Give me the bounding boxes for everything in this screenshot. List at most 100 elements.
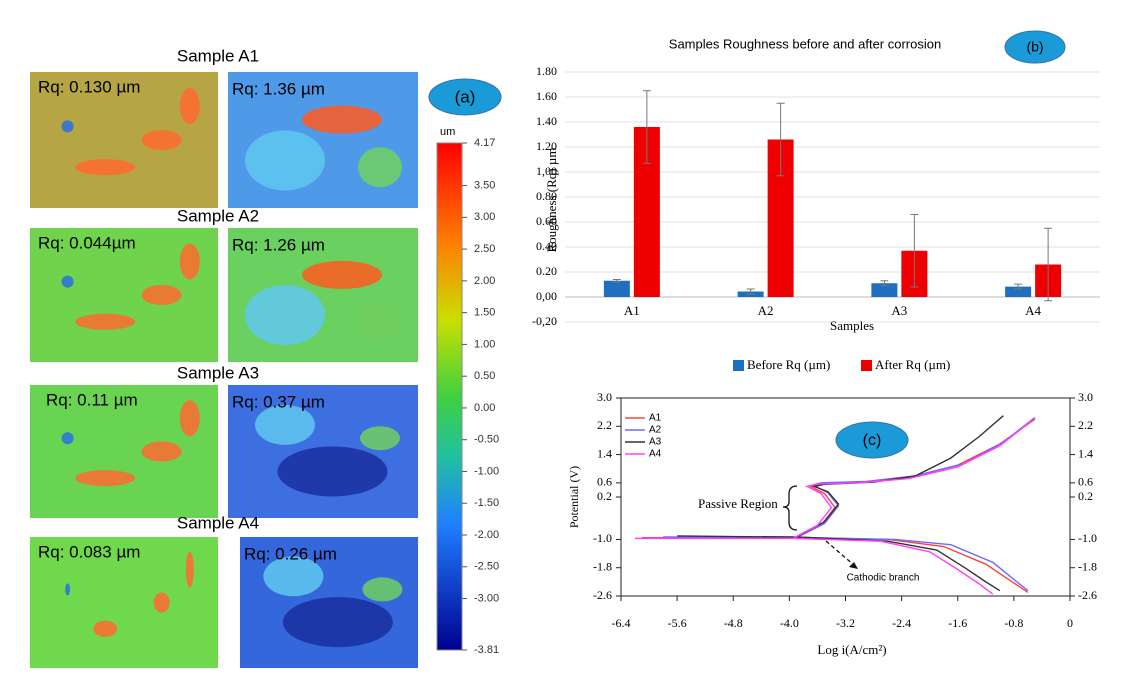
error-bar — [776, 102, 785, 177]
map-feature — [61, 275, 74, 288]
y-tick-label: 0,00 — [536, 289, 557, 303]
rq-after: Rq: 1.36 µm — [232, 79, 325, 98]
colorbar-tick-label: 1.50 — [474, 307, 495, 319]
polarization-curve — [635, 420, 1032, 595]
map-feature — [75, 313, 136, 330]
rq-before: Rq: 0.11 µm — [46, 390, 138, 409]
panel-label: (c) — [863, 432, 882, 449]
legend-label: A4 — [649, 449, 662, 460]
error-bar — [880, 280, 889, 287]
y-tick-label: 1,00 — [536, 164, 557, 178]
map-feature — [75, 470, 136, 487]
map-feature — [282, 597, 393, 648]
legend-swatch — [861, 360, 872, 371]
y-axis-label: Roughness (Rq) µm — [544, 148, 559, 253]
rq-after: Rq: 1.26 µm — [232, 235, 325, 254]
y-tick-label: -0,20 — [532, 314, 557, 328]
map-feature — [65, 583, 70, 596]
y2-tick-label: -1.8 — [1078, 559, 1097, 573]
arrow-head — [849, 562, 858, 569]
y-tick-label: 1.80 — [536, 64, 557, 78]
y-tick-label: 1.40 — [536, 114, 557, 128]
colorbar-tick-label: -2.00 — [474, 529, 499, 541]
y-tick-label: -1.0 — [593, 531, 612, 545]
sample-title: Sample A1 — [177, 46, 259, 65]
x-axis-label: Samples — [830, 318, 874, 333]
y2-tick-label: -2.6 — [1078, 588, 1097, 602]
x-tick-label: A4 — [1025, 303, 1041, 318]
annotation: Passive Region — [698, 496, 778, 511]
y-axis-label: Potential (V) — [567, 466, 581, 528]
map-feature — [141, 130, 182, 150]
y2-tick-label: 3.0 — [1078, 390, 1093, 404]
y-tick-label: 2.2 — [597, 418, 612, 432]
rq-before: Rq: 0.130 µm — [38, 77, 140, 96]
map-feature — [302, 260, 382, 289]
legend-label: Before Rq (µm) — [747, 357, 830, 372]
colorbar-tick-label: -3.00 — [474, 592, 499, 604]
bar — [603, 280, 630, 297]
error-bar — [612, 279, 621, 283]
colorbar-tick-label: 2.00 — [474, 275, 495, 287]
map-feature — [185, 551, 194, 588]
chart-title: Samples Roughness before and after corro… — [669, 36, 941, 51]
sample-title: Sample A4 — [177, 513, 259, 532]
rq-before: Rq: 0.083 µm — [38, 542, 140, 561]
panel-badge — [1004, 30, 1066, 64]
colorbar-tick-label: 3.00 — [474, 211, 495, 223]
x-tick-label: A1 — [624, 303, 640, 318]
colorbar — [436, 142, 463, 651]
legend-label: After Rq (µm) — [875, 357, 950, 372]
sample-title: Sample A3 — [177, 363, 259, 382]
y2-tick-label: 0.2 — [1078, 489, 1093, 503]
colorbar-tick-label: 4.17 — [474, 137, 495, 149]
sample-title: Sample A2 — [177, 206, 259, 225]
colorbar-tick-label: -0.50 — [474, 434, 499, 446]
colorbar-tick-label: -3.81 — [474, 644, 499, 656]
panel-badge — [428, 78, 502, 116]
y2-tick-label: 1.4 — [1078, 446, 1093, 460]
x-tick-label: -4.0 — [780, 616, 799, 630]
x-tick-label: -4.8 — [724, 616, 743, 630]
y-tick-label: 0.2 — [597, 489, 612, 503]
rq-before: Rq: 0.044µm — [38, 233, 136, 252]
y-tick-label: 1.4 — [597, 446, 612, 460]
bar — [871, 283, 898, 297]
colorbar-tick-label: 0.00 — [474, 402, 495, 414]
rq-after: Rq: 0.26 µm — [244, 544, 337, 563]
y2-tick-label: -1.0 — [1078, 531, 1097, 545]
y-tick-label: 0.6 — [597, 475, 612, 489]
map-feature — [153, 592, 170, 613]
x-tick-label: -6.4 — [612, 616, 631, 630]
map-feature — [277, 446, 388, 497]
map-feature — [245, 285, 325, 346]
map-feature — [362, 577, 403, 602]
map-feature — [358, 147, 402, 188]
y-tick-label: 0.60 — [536, 214, 557, 228]
legend-swatch — [733, 360, 744, 371]
x-tick-label: -0.8 — [1004, 616, 1023, 630]
map-feature — [75, 159, 136, 176]
y-tick-label: -2.6 — [593, 588, 612, 602]
y-tick-label: -1.8 — [593, 559, 612, 573]
x-tick-label: -5.6 — [668, 616, 687, 630]
map-feature — [179, 400, 200, 437]
map-feature — [302, 105, 382, 134]
panel-badge — [835, 421, 909, 459]
map-feature — [360, 426, 400, 451]
map-feature — [61, 432, 74, 445]
colorbar-unit: um — [440, 126, 455, 138]
legend-label: A1 — [649, 413, 662, 424]
colorbar-tick-label: 2.50 — [474, 243, 495, 255]
bar — [1005, 286, 1032, 297]
map-feature — [179, 243, 200, 280]
error-bar — [1044, 227, 1053, 302]
y-tick-label: 0.80 — [536, 189, 557, 203]
x-tick-label: -3.2 — [836, 616, 855, 630]
colorbar-tick-label: -1.00 — [474, 465, 499, 477]
map-feature — [255, 404, 315, 445]
x-tick-label: A2 — [758, 303, 774, 318]
map-feature — [141, 285, 182, 305]
error-bar — [910, 214, 919, 288]
panel-label: (b) — [1026, 39, 1043, 55]
